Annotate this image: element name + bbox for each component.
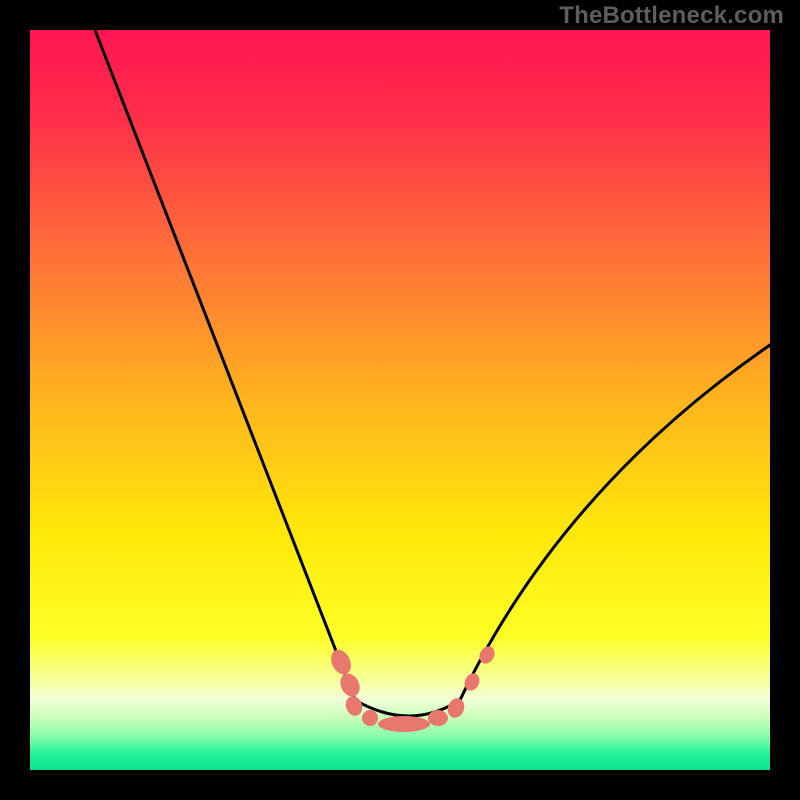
chart-frame: TheBottleneck.com bbox=[0, 0, 800, 800]
gradient-background bbox=[30, 30, 770, 770]
bottleneck-marker bbox=[428, 710, 448, 726]
watermark-text: TheBottleneck.com bbox=[559, 2, 784, 30]
bottleneck-marker bbox=[362, 710, 378, 726]
bottleneck-chart bbox=[0, 0, 800, 800]
bottleneck-marker bbox=[378, 716, 430, 732]
